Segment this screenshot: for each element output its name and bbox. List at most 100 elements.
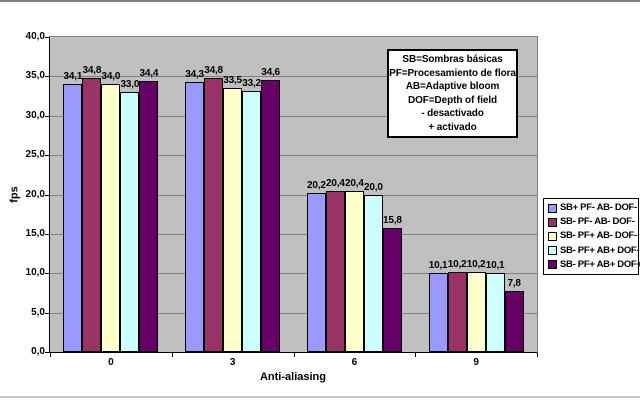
y-tick-label: 30,0 [25, 109, 45, 121]
annotation-line: + activado [428, 121, 477, 133]
bar-value-label: 33,0 [120, 79, 140, 91]
legend-swatch [548, 231, 557, 241]
bar [428, 272, 448, 352]
bar-value-label: 10,1 [428, 259, 448, 271]
annotation-line: - desactivado [421, 108, 484, 119]
x-tick-label: 6 [351, 357, 358, 368]
gridline [50, 76, 537, 78]
bar [325, 191, 345, 352]
y-axis-tick [45, 352, 50, 353]
bar [363, 194, 383, 352]
bar-value-label: 34,4 [139, 68, 159, 80]
x-tick-label: 3 [229, 357, 236, 368]
legend-swatch [548, 246, 557, 256]
legend-label: SB- PF+ AB+ DOF- [560, 244, 640, 256]
top-border-line [0, 0, 640, 2]
bar-value-label: 34,8 [82, 65, 102, 76]
bar [101, 84, 121, 353]
x-axis-tick [50, 353, 51, 357]
bottom-border-line [0, 396, 640, 398]
legend-swatch [548, 217, 557, 227]
y-axis-tick [45, 194, 50, 196]
x-axis-tick [171, 353, 173, 357]
bar-value-label: 34,1 [63, 70, 83, 82]
y-tick-label: 10,0 [25, 267, 45, 279]
bar-value-label: 34,8 [204, 65, 223, 76]
y-tick-label: 40,0 [25, 31, 45, 42]
bar [63, 83, 83, 352]
abbreviation-key-textbox: SB=Sombras básicas PF=Procesamiento de fl… [387, 49, 518, 138]
legend-swatch [548, 260, 557, 270]
y-tick-label: 15,0 [25, 227, 45, 239]
gridline [50, 115, 537, 117]
x-tick-label: 0 [108, 357, 114, 368]
bar-value-label: 33,2 [242, 77, 261, 89]
x-axis-tick [415, 353, 417, 357]
bar [504, 290, 524, 352]
bar-value-label: 20,4 [326, 178, 345, 190]
bar-value-label: 10,2 [447, 258, 467, 270]
bar-value-label: 33,5 [223, 75, 242, 87]
bar [120, 92, 140, 352]
legend-item: SB- PF+ AB+ DOF- [548, 244, 640, 256]
y-axis-tick [45, 233, 50, 235]
bar [223, 88, 243, 352]
bar-value-label: 34,6 [261, 66, 280, 78]
y-tick-label: 0,0 [31, 346, 45, 357]
bar-value-label: 34,3 [185, 68, 204, 80]
legend-item: SB- PF+ AB- DOF- [548, 231, 638, 241]
gridline [50, 233, 537, 235]
legend-label: SB+ PF- AB- DOF- [560, 202, 637, 214]
annotation-line: SB=Sombras básicas [402, 54, 503, 65]
bar [485, 272, 505, 352]
x-axis-tick [537, 353, 538, 357]
gridline [50, 155, 537, 157]
gridline [50, 312, 537, 314]
bar [466, 271, 486, 352]
y-tick-label: 35,0 [25, 70, 45, 82]
annotation-line: AB=Adaptive bloom [405, 81, 500, 92]
legend-label: SB- PF+ AB- DOF- [560, 230, 637, 242]
x-tick-label: 9 [473, 357, 479, 368]
y-axis-tick [45, 115, 50, 117]
gridline [50, 273, 537, 275]
bar-value-label: 7,8 [507, 277, 521, 289]
legend-swatch [548, 203, 557, 213]
x-axis-tick [293, 353, 295, 357]
legend-item: SB- PF- AB- DOF- [548, 217, 638, 227]
bar-value-label: 20,2 [307, 179, 326, 191]
bar [306, 192, 326, 352]
bar-value-label: 20,4 [345, 178, 364, 190]
bar [185, 81, 205, 352]
bar [447, 271, 467, 352]
bar [204, 78, 224, 352]
bar [139, 81, 159, 352]
y-axis-tick [45, 312, 50, 314]
bar-value-label: 15,8 [383, 214, 402, 226]
x-axis-title: Anti-aliasing [259, 371, 326, 383]
y-tick-label: 5,0 [31, 306, 45, 318]
y-tick-label: 20,0 [25, 188, 45, 200]
bar-value-label: 10,2 [466, 258, 486, 270]
y-axis-tick [45, 76, 50, 78]
bar [261, 79, 281, 352]
bar-value-label: 10,1 [485, 259, 505, 271]
gridline [50, 194, 537, 196]
legend-item: SB- PF+ AB+ DOF+ [548, 258, 640, 270]
bar [344, 191, 364, 352]
legend-label: SB- PF+ AB+ DOF+ [560, 258, 640, 270]
y-axis-tick [45, 37, 50, 38]
bar-value-label: 34,0 [101, 71, 121, 83]
bar-value-label: 20,0 [364, 181, 383, 193]
annotation-line: DOF=Depth of field [407, 94, 498, 106]
bar [382, 227, 402, 352]
legend-label: SB- PF- AB- DOF- [560, 216, 635, 228]
bar [82, 78, 102, 352]
y-axis-tick [45, 155, 50, 157]
legend-item: SB+ PF- AB- DOF- [548, 203, 638, 213]
bar [242, 90, 262, 352]
annotation-line: PF=Procesamiento de flora [389, 67, 516, 79]
legend: SB+ PF- AB- DOF- SB- PF- AB- DOF- SB- PF+ … [543, 198, 640, 275]
y-axis-tick [45, 273, 50, 275]
